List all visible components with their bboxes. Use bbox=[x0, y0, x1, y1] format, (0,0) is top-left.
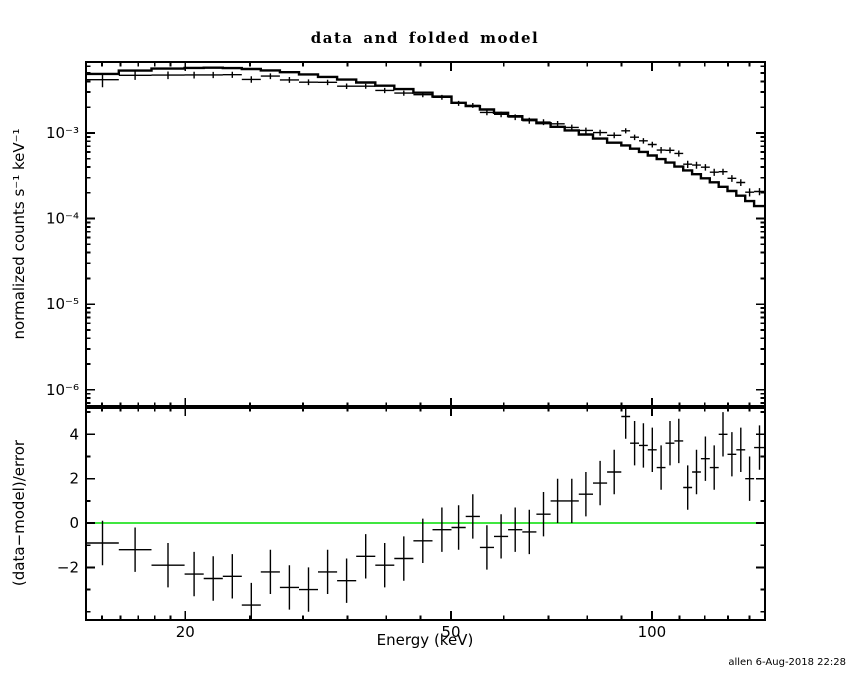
residuals-panel bbox=[87, 408, 764, 619]
x-tick-label: 20 bbox=[176, 623, 195, 641]
spectrum-data-points bbox=[87, 71, 764, 197]
plot-title: data and folded model bbox=[311, 29, 539, 47]
top-y-tick-label: 10⁻³ bbox=[46, 124, 79, 142]
bottom-y-tick-label: 0 bbox=[69, 514, 79, 532]
bottom-y-tick-label: 2 bbox=[69, 470, 79, 488]
top-y-tick-label: 10⁻⁴ bbox=[46, 210, 79, 228]
axis-ticks bbox=[86, 62, 765, 620]
chart-layer bbox=[87, 66, 764, 619]
bottom-y-tick-label: 4 bbox=[69, 425, 79, 443]
spectrum-panel bbox=[87, 66, 764, 208]
axis-tick-labels: 20 50 100 10⁻³ 10⁻⁴ 10⁻⁵ 10⁻⁶ −2 0 2 4 bbox=[46, 124, 666, 641]
top-y-axis-label: normalized counts s⁻¹ keV⁻¹ bbox=[10, 128, 28, 339]
top-y-tick-label: 10⁻⁵ bbox=[46, 295, 79, 313]
x-axis-label: Energy (keV) bbox=[377, 631, 474, 649]
top-y-tick-label: 10⁻⁶ bbox=[46, 381, 79, 399]
residual-data-points bbox=[87, 408, 764, 619]
user-timestamp: allen 6-Aug-2018 22:28 bbox=[728, 657, 846, 668]
bottom-y-axis-label: (data−model)/error bbox=[10, 439, 28, 586]
bottom-y-tick-label: −2 bbox=[57, 558, 79, 576]
x-tick-label: 100 bbox=[638, 623, 667, 641]
x-tick-label: 50 bbox=[441, 623, 460, 641]
